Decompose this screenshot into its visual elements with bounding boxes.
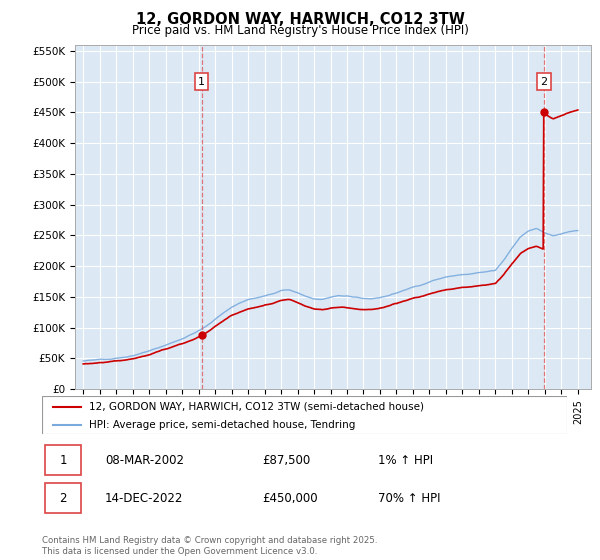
Text: £450,000: £450,000 <box>263 492 318 505</box>
Text: 1: 1 <box>59 454 67 466</box>
Text: 70% ↑ HPI: 70% ↑ HPI <box>378 492 440 505</box>
FancyBboxPatch shape <box>44 445 82 475</box>
Text: 14-DEC-2022: 14-DEC-2022 <box>105 492 184 505</box>
Text: Price paid vs. HM Land Registry's House Price Index (HPI): Price paid vs. HM Land Registry's House … <box>131 24 469 36</box>
Text: 08-MAR-2002: 08-MAR-2002 <box>105 454 184 466</box>
Text: 1% ↑ HPI: 1% ↑ HPI <box>378 454 433 466</box>
Text: £87,500: £87,500 <box>263 454 311 466</box>
Text: HPI: Average price, semi-detached house, Tendring: HPI: Average price, semi-detached house,… <box>89 420 356 430</box>
Text: 2: 2 <box>59 492 67 505</box>
Text: 1: 1 <box>198 77 205 87</box>
Text: 2: 2 <box>541 77 548 87</box>
FancyBboxPatch shape <box>44 483 82 513</box>
Text: 12, GORDON WAY, HARWICH, CO12 3TW (semi-detached house): 12, GORDON WAY, HARWICH, CO12 3TW (semi-… <box>89 402 424 412</box>
Text: Contains HM Land Registry data © Crown copyright and database right 2025.
This d: Contains HM Land Registry data © Crown c… <box>42 536 377 556</box>
Text: 12, GORDON WAY, HARWICH, CO12 3TW: 12, GORDON WAY, HARWICH, CO12 3TW <box>136 12 464 27</box>
